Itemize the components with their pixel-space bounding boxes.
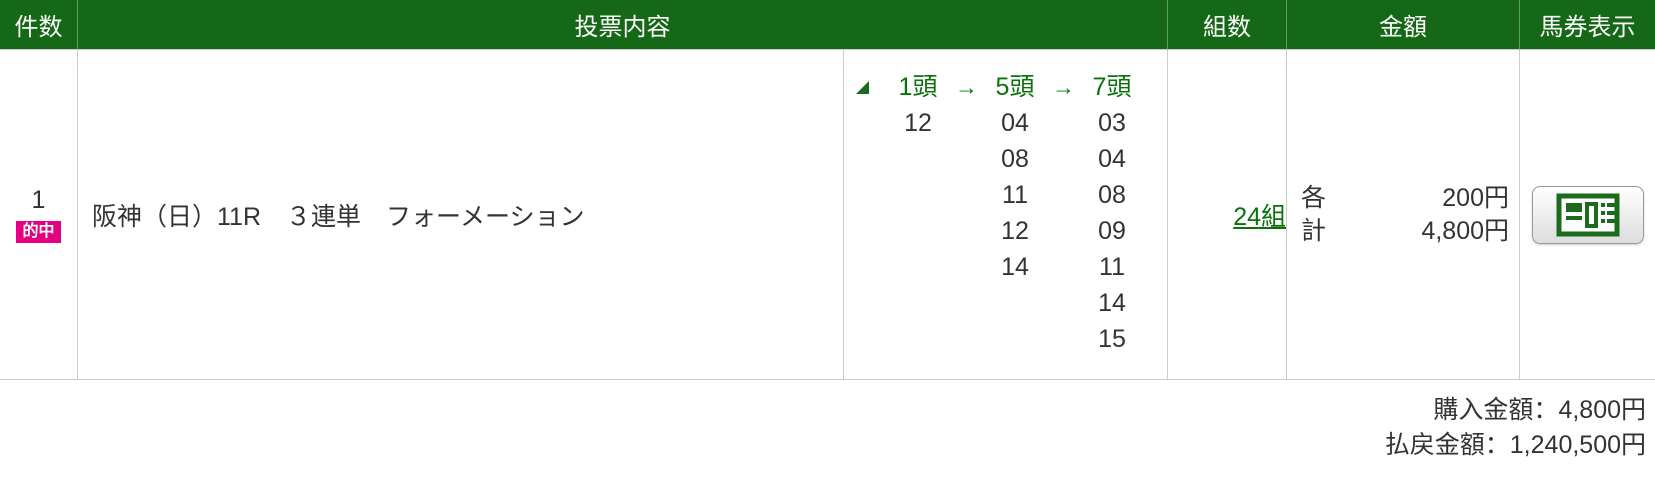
ticket-display-button[interactable] — [1531, 185, 1644, 244]
column-header-amount: 金額 — [1286, 0, 1519, 50]
amount-total-value: 4,800円 — [1421, 216, 1509, 245]
horse-number: 09 — [1098, 217, 1126, 245]
table-header-row: 件数 投票内容 組数 金額 馬券表示 — [0, 0, 1655, 50]
column-header-ticket-display: 馬券表示 — [1519, 0, 1655, 50]
formation-column-label: 5頭 — [995, 73, 1035, 101]
horse-number: 12 — [904, 109, 932, 137]
formation-column-1: 1頭 12 — [886, 69, 950, 141]
formation-column-label: 7頭 — [1092, 73, 1132, 101]
column-header-vote-content: 投票内容 — [77, 0, 1167, 50]
refund-total: 払戻金額：1,240,500円 — [0, 428, 1646, 463]
formation-column-2: 5頭 04 08 11 12 14 — [983, 69, 1047, 285]
totals-summary: 購入金額：4,800円 払戻金額：1,240,500円 — [0, 393, 1655, 463]
entry-count: 1 — [31, 186, 46, 214]
horse-number: 14 — [1098, 289, 1126, 317]
purchase-total-label: 購入金額： — [1433, 396, 1559, 424]
horse-number: 15 — [1098, 325, 1126, 353]
hit-badge: 的中 — [16, 221, 61, 243]
amount-total-label: 計 — [1301, 216, 1327, 245]
triangle-icon — [856, 81, 869, 94]
refund-total-label: 払戻金額： — [1384, 431, 1510, 459]
race-description: 阪神（日）11R ３連単 フォーメーション — [92, 202, 585, 231]
formation-column-label: 1頭 — [898, 73, 938, 101]
purchase-total: 購入金額：4,800円 — [0, 393, 1646, 428]
refund-total-value: 1,240,500円 — [1509, 431, 1646, 459]
betting-history-table: 件数 投票内容 組数 金額 馬券表示 1 的中 阪神（日）11R ３連単 フォー… — [0, 0, 1655, 380]
horse-number: 04 — [1001, 109, 1029, 137]
formation-column-3: 7頭 03 04 08 09 11 14 15 — [1080, 69, 1144, 357]
arrow-icon: → — [1052, 74, 1075, 100]
vote-content-cell: 阪神（日）11R ３連単 フォーメーション 1頭 12 → 5頭 04 — [77, 50, 1167, 380]
ticket-display-cell — [1519, 50, 1655, 380]
horse-number: 03 — [1098, 109, 1126, 137]
amount-each-label: 各 — [1301, 183, 1327, 212]
column-header-combinations: 組数 — [1167, 0, 1286, 50]
combinations-cell: 24組 — [1167, 50, 1286, 380]
count-cell: 1 的中 — [0, 50, 77, 380]
horse-number: 08 — [1098, 181, 1126, 209]
ticket-icon — [1556, 193, 1620, 237]
horse-number: 08 — [1001, 145, 1029, 173]
horse-number: 12 — [1001, 217, 1029, 245]
column-header-count: 件数 — [0, 0, 77, 50]
amount-each-value: 200円 — [1442, 183, 1509, 212]
formation-display: 1頭 12 → 5頭 04 08 11 12 14 → — [843, 50, 1167, 379]
horse-number: 11 — [1002, 181, 1028, 209]
horse-number: 11 — [1099, 253, 1125, 281]
combination-count-link[interactable]: 24組 — [1233, 202, 1286, 231]
table-row: 1 的中 阪神（日）11R ３連単 フォーメーション 1頭 12 → — [0, 50, 1655, 380]
horse-number: 04 — [1098, 145, 1126, 173]
amount-cell: 各 200円 計 4,800円 — [1286, 50, 1519, 380]
horse-number: 14 — [1001, 253, 1029, 281]
purchase-total-value: 4,800円 — [1558, 396, 1646, 424]
arrow-icon: → — [955, 74, 978, 100]
